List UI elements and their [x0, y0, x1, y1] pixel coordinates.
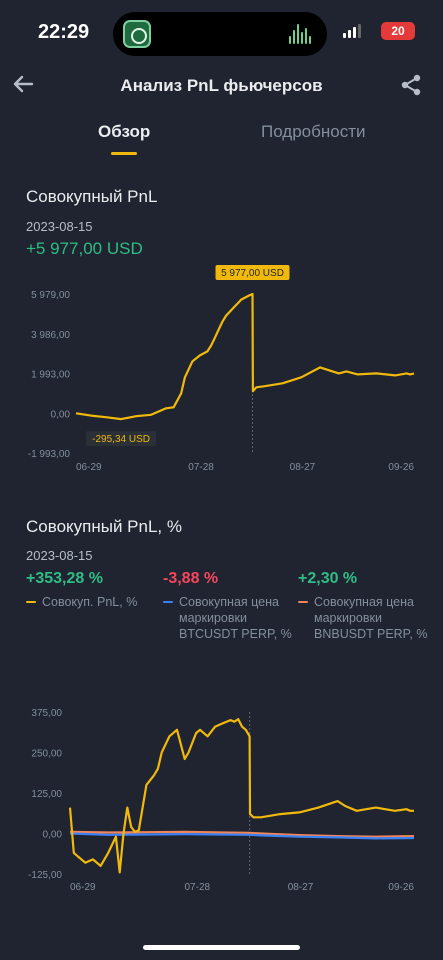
x-tick-label: 06-29 [70, 882, 96, 893]
x-tick-label: 09-26 [388, 462, 414, 473]
status-bar: 22:29 20 [0, 0, 443, 62]
pnl-date: 2023-08-15 [26, 219, 93, 234]
series-line [69, 830, 415, 838]
x-tick-label: 07-28 [184, 882, 210, 893]
series-line [69, 832, 415, 840]
series-line [75, 292, 415, 421]
legend-label: Совокупная цена маркировки BTCUSDT PERP,… [179, 595, 292, 641]
y-tick-label: 5 979,00 [31, 290, 70, 301]
legend-label: Совокуп. PnL, % [42, 595, 138, 609]
share-icon[interactable] [399, 73, 423, 97]
min-value-tooltip [86, 431, 157, 447]
audio-wave-icon [289, 24, 313, 44]
legend-label: Совокупная цена маркировки BNBUSDT PERP,… [314, 595, 428, 641]
pct-section-title: Совокупный PnL, % [26, 517, 182, 536]
home-indicator[interactable] [143, 945, 300, 950]
pct-chart[interactable]: 375,00 250,00 125,00 0,00 -125,00 06-29 07-28 0… [0, 695, 443, 895]
y-tick-label: 0,00 [51, 409, 71, 420]
signal-icon [343, 24, 363, 38]
back-arrow-icon[interactable] [10, 71, 36, 97]
dynamic-island[interactable] [113, 12, 327, 56]
nav-bar: Анализ PnL фьючерсов [0, 62, 443, 112]
tabs: Обзор Подробности [0, 112, 443, 160]
pct-legend: +353,28 % Совокуп. PnL, % -3,88 % Совоку… [0, 570, 443, 690]
pct-date: 2023-08-15 [26, 548, 93, 563]
legend-value: +353,28 % [26, 570, 103, 587]
x-tick-label: 08-27 [288, 882, 314, 893]
min-value-label: -295,34 USD [92, 434, 150, 445]
status-time: 22:29 [38, 21, 90, 43]
x-tick-label: 09-26 [388, 882, 414, 893]
max-value-tooltip [215, 265, 290, 280]
pnl-value: +5 977,00 USD [26, 239, 143, 258]
y-tick-label: 3 986,00 [31, 330, 70, 341]
y-tick-label: 375,00 [31, 708, 62, 719]
page-title: Анализ PnL фьючерсов [120, 76, 323, 95]
tab-details[interactable]: Подробности [261, 122, 366, 141]
tab-overview[interactable]: Обзор [98, 122, 151, 141]
legend-swatch-btc [163, 601, 173, 603]
max-value-label: 5 977,00 USD [221, 268, 284, 279]
x-tick-label: 08-27 [290, 462, 316, 473]
x-tick-label: 07-28 [188, 462, 214, 473]
legend-swatch-bnb [298, 601, 308, 603]
legend-item-pnl[interactable]: +353,28 % Совокуп. PnL, % [26, 570, 156, 610]
legend-item-btc[interactable]: -3,88 % Совокупная цена маркировки BTCUS… [163, 570, 293, 642]
y-tick-label: -125,00 [28, 870, 62, 881]
y-tick-label: 250,00 [31, 749, 62, 760]
y-tick-label: 0,00 [43, 830, 63, 841]
legend-value: +2,30 % [298, 570, 358, 587]
y-tick-label: 1 993,00 [31, 370, 70, 381]
battery-icon: 20 [381, 22, 415, 40]
pnl-section-title: Совокупный PnL [26, 187, 158, 206]
series-line [68, 718, 414, 874]
y-tick-label: -1 993,00 [28, 449, 71, 460]
pnl-chart[interactable]: 5 979,00 3 986,00 1 993,00 0,00 -1 993,00 06-… [0, 262, 443, 477]
app-activity-icon [123, 20, 151, 48]
x-tick-label: 06-29 [76, 462, 102, 473]
legend-item-bnb[interactable]: +2,30 % Совокупная цена маркировки BNBUS… [298, 570, 428, 642]
tab-active-indicator [111, 152, 137, 155]
legend-value: -3,88 % [163, 570, 219, 587]
legend-swatch-pnl [26, 601, 36, 603]
y-tick-label: 125,00 [31, 789, 62, 800]
